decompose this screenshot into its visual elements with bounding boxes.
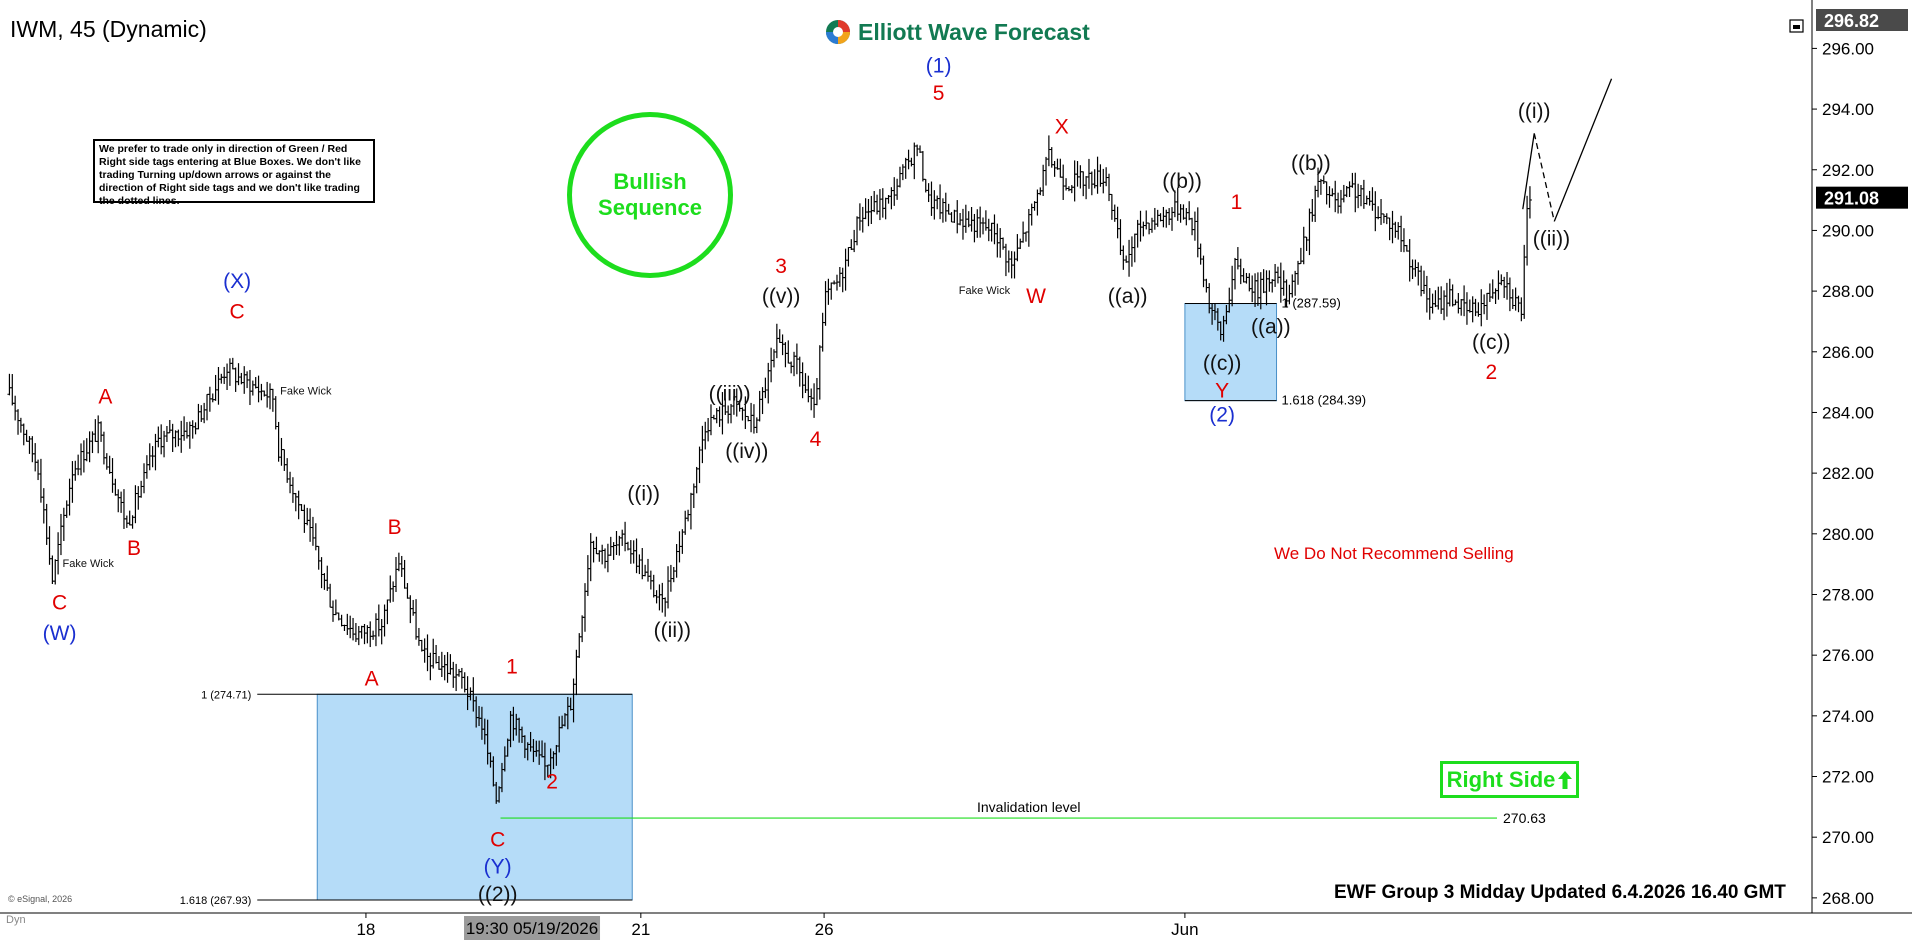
y-tick-label: 274.00	[1822, 707, 1874, 726]
fib-label: 1.618 (284.39)	[1282, 393, 1367, 408]
wave-label: 2	[546, 771, 558, 794]
projection-dashed-line	[1533, 133, 1555, 222]
fib-label: 1 (287.59)	[1282, 296, 1341, 311]
copyright: © eSignal, 2026	[8, 894, 73, 904]
wave-label: 1	[506, 655, 518, 678]
cursor-date-box	[464, 916, 601, 940]
wave-label: ((a))	[1251, 316, 1291, 339]
logo-icon	[826, 20, 850, 44]
wave-label: ((a))	[1108, 285, 1148, 308]
projection-line	[1522, 133, 1535, 210]
wave-label: Fake Wick	[959, 285, 1011, 297]
wave-label: (2)	[1209, 404, 1235, 427]
blue-box-zones: 1 (274.71) 1.618 (267.93) 1 (287.59) 1.618 …	[180, 296, 1366, 907]
wave-label: B	[388, 516, 402, 539]
projection-line	[1553, 78, 1613, 222]
wave-label: 5	[933, 82, 945, 105]
wave-label: (W)	[43, 622, 77, 645]
y-tick-label: 280.00	[1822, 525, 1874, 544]
cursor-date-label: 19:30 05/19/2026	[466, 919, 598, 938]
price-bars	[7, 135, 1532, 804]
blue-box-zone	[1184, 303, 1278, 402]
update-footer: EWF Group 3 Midday Updated 6.4.2026 16.4…	[1334, 882, 1786, 903]
invalidation-label: Invalidation level	[977, 799, 1081, 815]
y-tick-label: 294.00	[1822, 100, 1874, 119]
x-tick-label: 18	[356, 920, 375, 939]
price-tag	[1816, 9, 1908, 31]
wave-label: ((i))	[1518, 100, 1551, 123]
wave-label: ((c))	[1472, 331, 1510, 354]
window-icon-inner	[1793, 25, 1800, 29]
wave-label: C	[52, 592, 67, 615]
right-side-tag: Right Side	[1440, 761, 1579, 798]
wave-label: ((2))	[478, 883, 518, 906]
wave-label: 3	[775, 255, 787, 278]
y-tick-label: 276.00	[1822, 646, 1874, 665]
price-tag-label: 296.82	[1824, 11, 1879, 31]
wave-label: (1)	[926, 55, 952, 78]
wave-label: 2	[1485, 361, 1497, 384]
right-side-label: Right Side	[1446, 766, 1556, 792]
wave-label: Y	[1215, 379, 1229, 402]
y-tick-label: 288.00	[1822, 282, 1874, 301]
wave-label: ((iii))	[709, 382, 751, 405]
wave-label: ((i))	[627, 482, 660, 505]
y-tick-label: 284.00	[1822, 403, 1874, 422]
invalidation-and-projection: Invalidation level 270.63	[500, 78, 1613, 826]
y-tick-label: 296.00	[1822, 39, 1874, 58]
wave-label: A	[98, 385, 112, 408]
y-tick-label: 292.00	[1822, 161, 1874, 180]
dyn-label: Dyn	[6, 914, 26, 926]
wave-label: Fake Wick	[280, 385, 332, 397]
x-tick-label: Jun	[1171, 920, 1198, 939]
wave-label: ((c))	[1203, 352, 1241, 375]
wave-label: 1	[1231, 191, 1243, 214]
y-tick-label: 272.00	[1822, 768, 1874, 787]
wave-label: ((v))	[762, 285, 800, 308]
wave-label: ((b))	[1162, 170, 1202, 193]
wave-label: ((ii))	[654, 619, 691, 642]
logo: Elliott Wave Forecast	[824, 18, 1090, 46]
symbol-label: IWM, 45 (Dynamic)	[10, 16, 207, 42]
wave-label: C	[490, 828, 505, 851]
price-bar	[1527, 186, 1532, 219]
y-tick-label: 270.00	[1822, 828, 1874, 847]
logo-text: Elliott Wave Forecast	[858, 18, 1090, 45]
fib-label: 1 (274.71)	[201, 689, 251, 701]
wave-label: ((ii))	[1533, 228, 1570, 251]
y-tick-label: 278.00	[1822, 585, 1874, 604]
y-tick-label: 282.00	[1822, 464, 1874, 483]
wave-label: B	[127, 537, 141, 560]
price-tag-label: 291.08	[1824, 189, 1879, 209]
price-tag	[1816, 186, 1908, 209]
wave-label: A	[365, 668, 379, 691]
x-tick-label: 21	[631, 920, 650, 939]
wave-label: C	[229, 300, 244, 323]
x-tick-label: 26	[815, 920, 834, 939]
no-sell-note: We Do Not Recommend Selling	[1274, 544, 1514, 563]
blue-box-zone	[316, 693, 633, 901]
wave-label: X	[1055, 115, 1069, 138]
arrow-up-icon	[1558, 770, 1573, 789]
trading-rules-note: We prefer to trade only in direction of …	[93, 139, 375, 207]
wave-label: ((iv))	[725, 440, 768, 463]
bullish-sequence-badge: Bullish Sequence	[567, 112, 733, 278]
wave-label: ((b))	[1291, 152, 1331, 175]
wave-label: (Y)	[484, 856, 512, 879]
wave-label: (X)	[223, 270, 251, 293]
fib-label: 1.618 (267.93)	[180, 895, 252, 907]
y-tick-label: 268.00	[1822, 889, 1874, 908]
wave-label: Fake Wick	[63, 558, 115, 570]
wave-label: 4	[810, 428, 822, 451]
y-tick-label: 286.00	[1822, 343, 1874, 362]
wave-label: W	[1026, 285, 1046, 308]
wave-labels: C (W) Fake Wick A B (X) C Fake Wick B A 1 2 C (Y) ((2)…	[43, 55, 1570, 906]
invalidation-value: 270.63	[1503, 810, 1546, 826]
y-tick-label: 290.00	[1822, 221, 1874, 240]
